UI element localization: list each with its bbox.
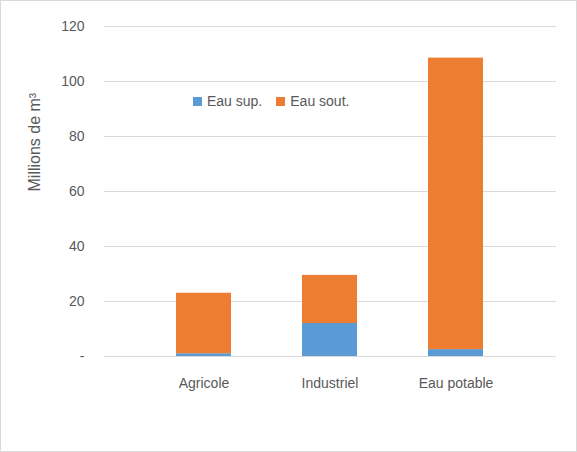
svg-text:Industriel: Industriel <box>302 375 359 391</box>
svg-text:-: - <box>80 348 85 364</box>
svg-text:120: 120 <box>61 18 85 34</box>
svg-text:40: 40 <box>69 238 85 254</box>
svg-text:80: 80 <box>69 128 85 144</box>
svg-text:20: 20 <box>69 293 85 309</box>
svg-text:Eau potable: Eau potable <box>419 375 494 391</box>
svg-text:Millions de m³: Millions de m³ <box>26 92 43 191</box>
html-text:Eau sup.: Eau sup. <box>207 93 263 109</box>
svg-text:100: 100 <box>61 73 85 89</box>
svg-text:Agricole: Agricole <box>179 375 230 391</box>
html-text:Eau sout.: Eau sout. <box>290 93 350 109</box>
svg-text:60: 60 <box>69 183 85 199</box>
